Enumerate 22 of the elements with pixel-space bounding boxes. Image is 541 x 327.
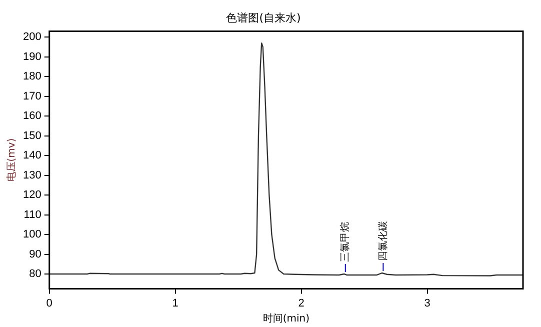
annotation: 三氯甲烷	[338, 222, 351, 262]
y-tick-label: 170	[22, 90, 42, 102]
y-tick-label: 80	[29, 268, 42, 280]
y-tick-label: 180	[22, 70, 42, 83]
y-tick-label: 160	[22, 110, 42, 122]
annotation: 四氯化碳	[376, 221, 389, 262]
y-tick-label: 110	[24, 208, 42, 221]
y-tick-label: 100	[22, 228, 42, 241]
x-tick-label: 1	[172, 297, 178, 310]
y-tick-label: 140	[22, 150, 42, 162]
y-tick-label: 130	[22, 169, 42, 182]
y-tick-label: 190	[22, 50, 42, 63]
y-tick-label: 200	[22, 31, 42, 44]
y-tick-label: 120	[22, 189, 42, 202]
y-axis-title: 电压(mv)	[6, 138, 18, 182]
y-tick-label: 90	[29, 248, 42, 260]
x-axis-title: 时间(min)	[262, 312, 310, 325]
x-tick-label: 2	[298, 297, 304, 310]
y-tick-label: 150	[22, 130, 42, 142]
chart-title: 色谱图(自来水)	[226, 11, 301, 24]
x-tick-label: 3	[424, 297, 430, 310]
x-tick-label: 0	[46, 297, 52, 310]
